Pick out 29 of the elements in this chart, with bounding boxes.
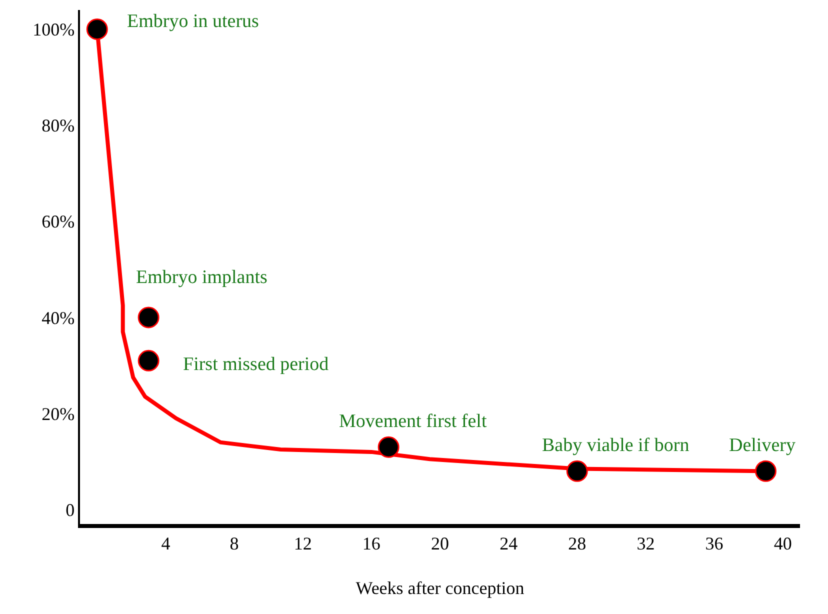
x-tick-label: 8 [230, 534, 239, 554]
point [86, 18, 108, 40]
x-tick-label: 16 [362, 534, 380, 554]
point [138, 306, 160, 328]
annotation: First missed period [183, 354, 330, 375]
annotation: Movement first felt [339, 411, 488, 432]
y-tick-label: 20% [42, 404, 75, 424]
y-tick-label: 80% [42, 116, 75, 136]
annotation: Baby viable if born [542, 435, 690, 456]
x-tick-label: 12 [294, 534, 312, 554]
x-tick-label: 4 [161, 534, 170, 554]
point [754, 460, 776, 482]
y-tick-label: 100% [32, 20, 75, 40]
y-tick-label: 40% [42, 308, 75, 328]
point [138, 350, 160, 372]
x-tick-label: 40 [774, 534, 792, 554]
x-tick-label: 20 [431, 534, 449, 554]
y-tick-label: 60% [42, 212, 75, 232]
annotation: Embryo implants [136, 267, 268, 288]
x-tick-label: 28 [568, 534, 586, 554]
point [566, 460, 588, 482]
annotation: Delivery [729, 435, 796, 456]
y-tick-label: 0 [66, 500, 75, 520]
x-tick-label: 32 [636, 534, 655, 554]
x-axis-title: Weeks after conception [356, 578, 524, 598]
x-tick-label: 24 [500, 534, 518, 554]
x-tick-label: 36 [705, 534, 724, 554]
point [378, 436, 400, 458]
annotation: Embryo in uterus [127, 11, 259, 32]
